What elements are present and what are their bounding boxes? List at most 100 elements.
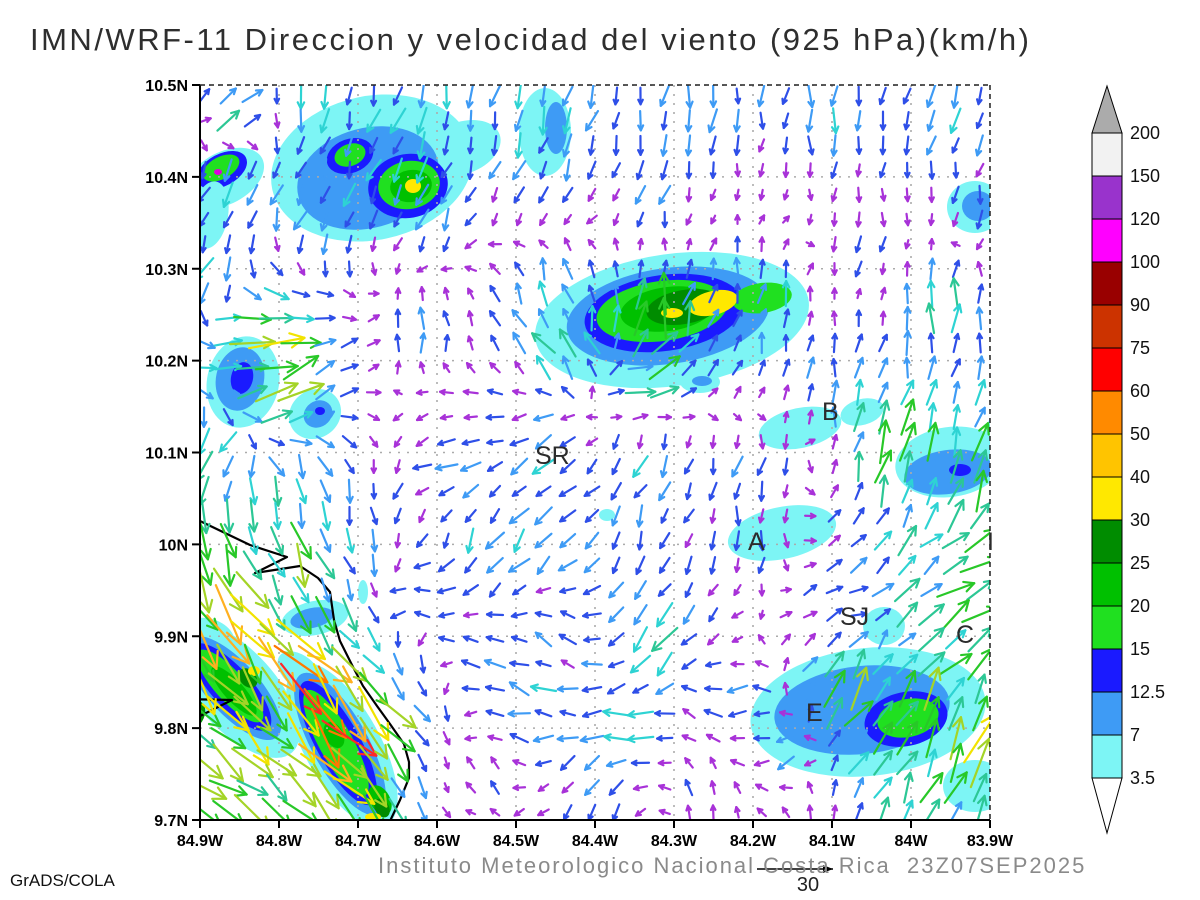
wind-vector [310, 765, 340, 810]
wind-vector [919, 533, 944, 548]
wind-vector [927, 332, 935, 354]
wind-vector [757, 634, 766, 645]
wind-vector [829, 85, 839, 107]
wind-vector [608, 606, 625, 624]
wind-vector [290, 521, 312, 560]
wind-vector [487, 734, 503, 741]
wind-vector [950, 303, 963, 334]
wind-vector [320, 577, 332, 603]
wind-vector [462, 635, 479, 643]
wind-vector [681, 684, 697, 693]
wind-vector [902, 503, 913, 528]
wind-vector [632, 413, 649, 421]
wind-vector [290, 595, 312, 635]
wind-vector [289, 438, 313, 447]
wind-vector [807, 85, 816, 109]
wind-vector [755, 783, 769, 792]
wind-vector [254, 381, 299, 403]
wind-vector [709, 434, 717, 449]
wind-vector [273, 136, 281, 155]
wind-vector [849, 729, 869, 748]
wind-vector [212, 743, 244, 783]
wind-vector [587, 803, 597, 820]
wind-vector [365, 389, 382, 396]
y-tick-label: 10N [159, 537, 188, 554]
wind-vector [393, 507, 402, 525]
wind-vector [241, 88, 264, 104]
wind-vector [438, 486, 455, 497]
wind-vector [782, 508, 789, 524]
wind-vector [874, 449, 893, 484]
wind-vector [758, 111, 766, 130]
wind-vector [200, 340, 216, 350]
wind-vector [896, 750, 919, 776]
colorbar-label: 60 [1130, 381, 1150, 401]
wind-vector [418, 361, 426, 375]
colorbar-label: 100 [1130, 252, 1160, 272]
wind-vector [413, 586, 431, 593]
wind-vector [637, 134, 645, 156]
wind-vector [242, 550, 263, 581]
wind-vector [753, 759, 770, 767]
wind-vector [685, 435, 692, 449]
wind-vector [223, 498, 235, 534]
wind-vector [684, 482, 692, 501]
wind-vector [248, 234, 256, 255]
wind-vector [709, 508, 717, 524]
wind-vector [831, 779, 839, 797]
wind-vector [782, 308, 791, 329]
wind-vector [783, 532, 790, 549]
wind-vector [782, 358, 791, 377]
wind-vector [538, 105, 548, 136]
wind-vector [442, 85, 451, 110]
axis-ticks-and-labels: 84.9W 84.8W 84.7W 84.6W 84.5W 84.4W 84.3W 84.2W… [145, 78, 1014, 850]
wind-vector [442, 682, 450, 695]
reference-vector-value: 30 [797, 874, 819, 896]
wind-vector [394, 360, 402, 375]
wind-vector [806, 356, 816, 379]
wind-vector [903, 261, 911, 277]
wind-vector [561, 283, 575, 304]
wind-vector [660, 134, 668, 157]
wind-vector [973, 449, 989, 484]
wind-vector [368, 209, 379, 230]
wind-vector [588, 305, 597, 332]
wind-vector [855, 186, 863, 203]
wind-vector [247, 526, 259, 555]
wind-vector [758, 609, 766, 620]
wind-vector [563, 158, 571, 182]
wind-vector [781, 112, 790, 129]
wind-vector [606, 683, 626, 695]
wind-vector [709, 257, 718, 281]
wind-vector [460, 659, 481, 669]
colorbar-box [1091, 476, 1123, 521]
wind-vector [831, 804, 839, 820]
wind-vector [779, 610, 793, 619]
wind-vector [923, 696, 941, 731]
wind-vector [490, 186, 499, 203]
wind-vector [436, 586, 457, 595]
wind-vector [734, 283, 741, 305]
wind-vector [509, 660, 530, 667]
wind-vector [779, 709, 793, 717]
wind-vector [370, 582, 378, 598]
wind-vector [605, 758, 627, 768]
wind-vector [535, 388, 552, 397]
wind-vector [315, 551, 336, 580]
wind-vector [903, 329, 912, 357]
colorbar-box [1091, 691, 1123, 736]
shading-blob [688, 289, 738, 317]
wind-vector [416, 265, 429, 273]
wind-vector [951, 211, 960, 228]
wind-vector [466, 160, 474, 180]
wind-vector [896, 653, 919, 675]
wind-vector [637, 86, 644, 106]
wind-vector [658, 481, 672, 502]
wind-vector [802, 610, 818, 619]
wind-vector [437, 558, 456, 573]
wind-vector [781, 215, 791, 224]
wind-vector [893, 577, 921, 603]
wind-vector [200, 139, 208, 152]
wind-vector [783, 559, 790, 572]
reference-arrowhead [823, 865, 833, 873]
